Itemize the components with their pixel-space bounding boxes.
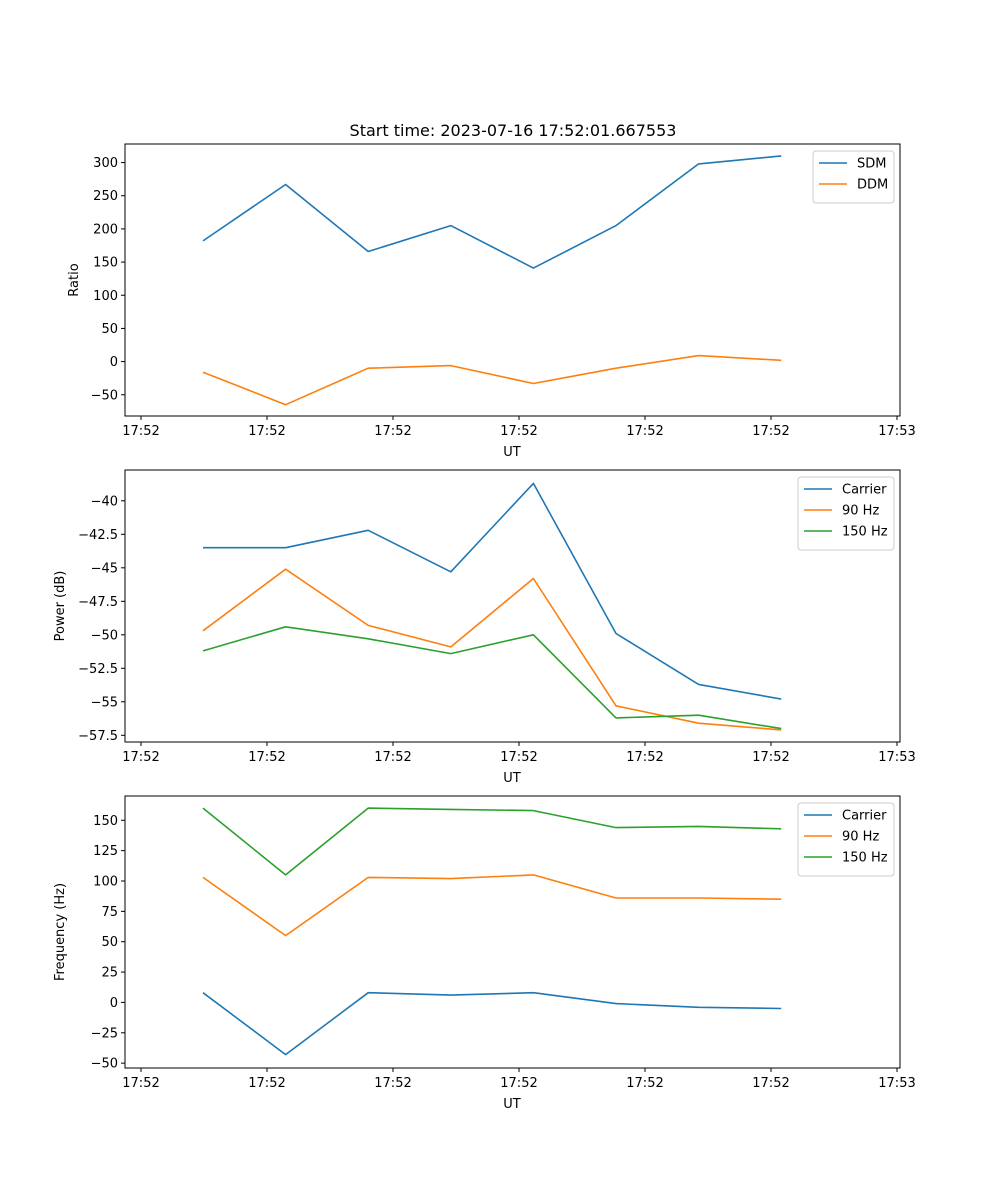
- y-tick-label: 150: [93, 814, 118, 829]
- y-tick-label: −50: [91, 388, 118, 403]
- x-tick-label: 17:52: [626, 424, 663, 439]
- subplot-1: −50 0 50 100 150 200 250 300 17:52 17:52 17:52 17:5…: [67, 143, 916, 460]
- series-line-150-hz: [202, 625, 782, 730]
- axes-frame: [124, 143, 901, 417]
- series-line-carrier: [202, 991, 782, 1056]
- x-axis-label: UT: [503, 445, 521, 460]
- y-tick-label: 50: [101, 935, 118, 950]
- x-tick-label: 17:52: [248, 1076, 285, 1091]
- x-tick-label: 17:52: [626, 1076, 663, 1091]
- y-tick-label: −55: [91, 695, 118, 710]
- y-tick-label: −50: [91, 628, 118, 643]
- x-tick-label: 17:52: [374, 1076, 411, 1091]
- y-tick-label: −50: [91, 1057, 118, 1072]
- x-tick-label: 17:52: [752, 424, 789, 439]
- x-tick-label: 17:52: [626, 750, 663, 765]
- y-tick-label: −42.5: [78, 528, 118, 543]
- legend-label: 90 Hz: [842, 830, 879, 845]
- y-axis-label: Power (dB): [53, 571, 68, 642]
- legend-label: SDM: [857, 157, 886, 172]
- y-tick-label: −47.5: [78, 595, 118, 610]
- legend-label: 90 Hz: [842, 504, 879, 519]
- axes-frame: [124, 469, 901, 743]
- y-tick-label: 125: [93, 844, 118, 859]
- y-tick-label: 200: [93, 222, 118, 237]
- series-line-90-hz: [202, 568, 782, 731]
- series-line-ddm: [202, 354, 782, 406]
- series-line-150-hz: [202, 807, 782, 876]
- legend: SDM DDM: [812, 150, 895, 204]
- x-tick-label: 17:52: [122, 424, 159, 439]
- legend: Carrier 90 Hz 150 Hz: [797, 802, 895, 877]
- legend: Carrier 90 Hz 150 Hz: [797, 476, 895, 551]
- y-tick-label: −57.5: [78, 729, 118, 744]
- axes-frame: [124, 795, 901, 1069]
- y-tick-label: 75: [101, 905, 118, 920]
- series-line-90-hz: [202, 874, 782, 937]
- y-tick-label: 100: [93, 875, 118, 890]
- x-tick-label: 17:53: [878, 1076, 915, 1091]
- y-tick-label: −40: [91, 494, 118, 509]
- legend-label: Carrier: [842, 483, 887, 498]
- legend-box: [812, 150, 895, 204]
- y-tick-label: 150: [93, 256, 118, 271]
- y-tick-label: 250: [93, 189, 118, 204]
- x-tick-label: 17:52: [248, 424, 285, 439]
- x-axis-label: UT: [503, 771, 521, 786]
- figure-title: Start time: 2023-07-16 17:52:01.667553: [350, 121, 677, 140]
- x-tick-label: 17:52: [500, 424, 537, 439]
- y-axis-label: Frequency (Hz): [53, 883, 68, 981]
- y-axis-label: Ratio: [67, 263, 82, 296]
- series-line-carrier: [203, 482, 782, 700]
- x-tick-label: 17:52: [500, 750, 537, 765]
- y-tick-label: 0: [110, 996, 118, 1011]
- x-tick-label: 17:52: [752, 1076, 789, 1091]
- legend-label: Carrier: [842, 809, 887, 824]
- x-axis-label: UT: [503, 1097, 521, 1112]
- subplot-3: −50 −25 0 25 50 75 100 125 150 17:52 17:52 17:52 17:…: [53, 795, 916, 1112]
- x-tick-label: 17:52: [374, 424, 411, 439]
- x-tick-label: 17:52: [374, 750, 411, 765]
- x-tick-label: 17:52: [752, 750, 789, 765]
- legend-label: DDM: [857, 178, 888, 193]
- legend-label: 150 Hz: [842, 525, 888, 540]
- y-tick-label: −45: [91, 561, 118, 576]
- y-tick-label: 25: [101, 966, 118, 981]
- y-tick-label: −25: [91, 1026, 118, 1041]
- legend-label: 150 Hz: [842, 851, 888, 866]
- y-tick-label: 300: [93, 156, 118, 171]
- y-tick-label: 100: [93, 289, 118, 304]
- series-line-sdm: [202, 155, 782, 269]
- y-tick-label: −52.5: [78, 662, 118, 677]
- x-tick-label: 17:52: [122, 1076, 159, 1091]
- y-tick-label: 0: [110, 355, 118, 370]
- x-tick-label: 17:52: [248, 750, 285, 765]
- x-tick-label: 17:52: [500, 1076, 537, 1091]
- y-tick-label: 50: [101, 322, 118, 337]
- x-tick-label: 17:53: [878, 750, 915, 765]
- subplot-2: −57.5 −55 −52.5 −50 −47.5 −45 −42.5 −40 17:52 17:…: [53, 469, 916, 786]
- x-tick-label: 17:53: [878, 424, 915, 439]
- x-tick-label: 17:52: [122, 750, 159, 765]
